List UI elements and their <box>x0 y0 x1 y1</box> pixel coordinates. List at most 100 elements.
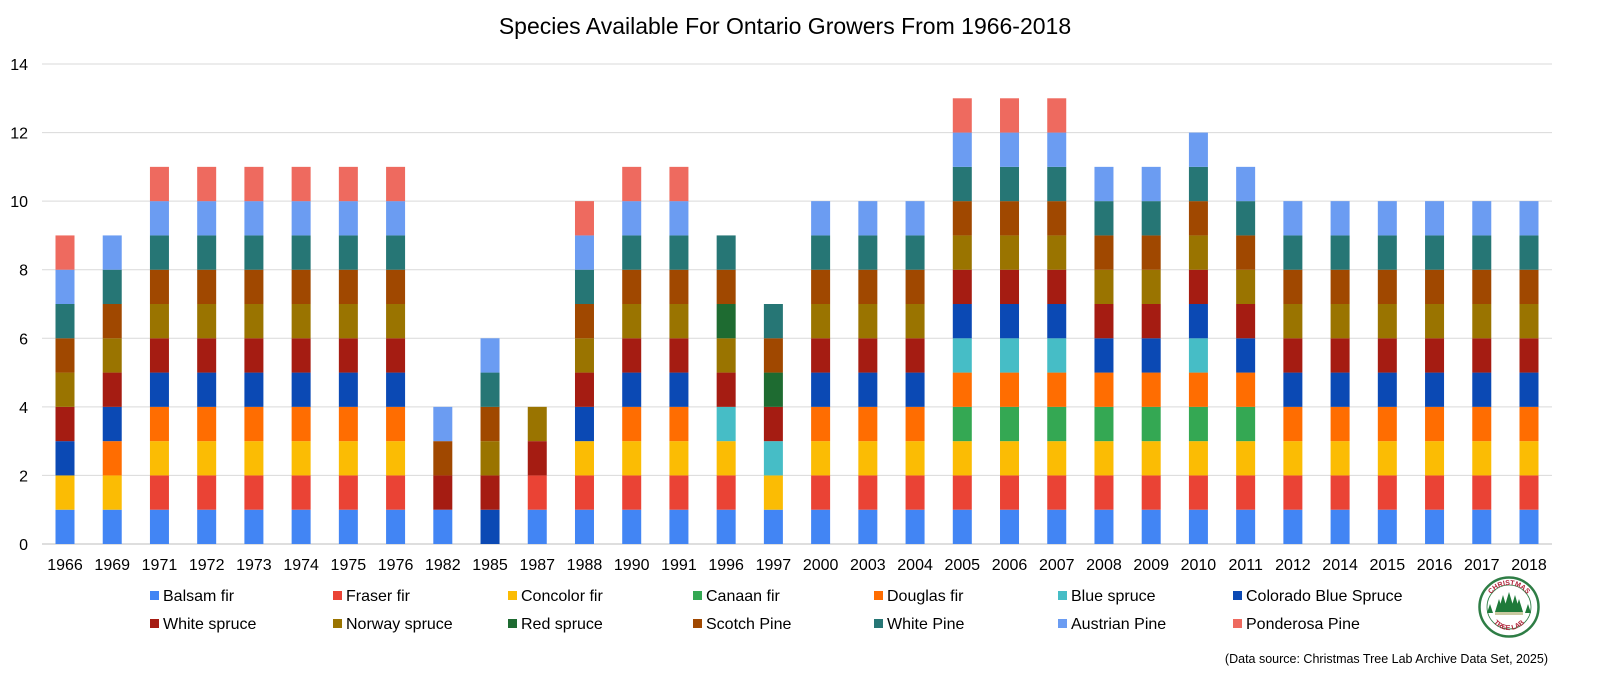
bar-segment-fraser-fir <box>1377 475 1397 510</box>
bar-segment-norway-spruce <box>244 304 264 339</box>
bar-segment-white-pine <box>858 235 878 270</box>
bar-segment-fraser-fir <box>1000 475 1020 510</box>
bar-segment-norway-spruce <box>952 235 972 270</box>
bar-segment-austrian-pine <box>55 269 75 304</box>
bar-segment-colorado-blue-spruce <box>197 372 217 407</box>
bar-segment-fraser-fir <box>197 475 217 510</box>
bar-segment-fraser-fir <box>858 475 878 510</box>
bar-segment-norway-spruce <box>669 304 689 339</box>
bar-segment-red-spruce <box>716 304 736 339</box>
bar-segment-scotch-pine <box>1519 269 1539 304</box>
legend-swatch <box>333 591 342 600</box>
bar-segment-scotch-pine <box>1236 235 1256 270</box>
x-tick-label: 2015 <box>1370 557 1406 574</box>
legend-swatch <box>1233 591 1242 600</box>
bar-segment-fraser-fir <box>1236 475 1256 510</box>
bar-segment-norway-spruce <box>1141 269 1161 304</box>
bar-segment-norway-spruce <box>1425 304 1445 339</box>
x-tick-label: 1974 <box>283 557 319 574</box>
x-tick-label: 1976 <box>378 557 414 574</box>
bar-segment-scotch-pine <box>291 269 311 304</box>
bar-segment-white-pine <box>197 235 217 270</box>
bar-segment-white-pine <box>1188 166 1208 202</box>
bar-segment-colorado-blue-spruce <box>386 372 406 407</box>
bar-segment-concolor-fir <box>1047 441 1067 476</box>
legend-label: Canaan fir <box>706 588 780 605</box>
bar-stack-1982 <box>433 406 453 544</box>
bar-segment-ponderosa-pine <box>574 201 594 236</box>
bar-stack-2000 <box>811 201 831 544</box>
bar-segment-fraser-fir <box>1472 475 1492 510</box>
bar-segment-blue-spruce <box>1000 338 1020 373</box>
bar-stack-1991 <box>669 166 689 544</box>
bar-segment-douglas-fir <box>197 406 217 442</box>
bar-segment-balsam-fir <box>669 509 689 544</box>
x-tick-label: 2012 <box>1275 557 1311 574</box>
bar-segment-fraser-fir <box>811 475 831 510</box>
bar-segment-ponderosa-pine <box>386 166 406 202</box>
bar-segment-balsam-fir <box>197 509 217 544</box>
bar-segment-concolor-fir <box>1094 441 1114 476</box>
bar-segment-austrian-pine <box>1377 201 1397 236</box>
bar-segment-white-spruce <box>197 338 217 373</box>
bar-segment-balsam-fir <box>1472 509 1492 544</box>
bar-stack-2018 <box>1519 201 1539 544</box>
bar-segment-white-pine <box>1472 235 1492 270</box>
bar-stack-2010 <box>1188 132 1208 544</box>
bar-segment-scotch-pine <box>244 269 264 304</box>
x-tick-label: 2008 <box>1086 557 1122 574</box>
bar-segment-fraser-fir <box>622 475 642 510</box>
x-tick-label: 1966 <box>47 557 83 574</box>
bar-segment-fraser-fir <box>1141 475 1161 510</box>
bar-segment-concolor-fir <box>1330 441 1350 476</box>
bar-stack-2003 <box>858 201 878 544</box>
bar-stack-1971 <box>149 166 169 544</box>
bar-stack-1974 <box>291 166 311 544</box>
bar-segment-austrian-pine <box>905 201 925 236</box>
bar-segment-balsam-fir <box>858 509 878 544</box>
legend-swatch <box>150 619 159 628</box>
bar-stack-1996 <box>716 235 736 544</box>
bar-segment-white-pine <box>244 235 264 270</box>
bar-segment-ponderosa-pine <box>291 166 311 202</box>
legend-label: Concolor fir <box>521 588 603 605</box>
legend-item-douglas-fir: Douglas fir <box>874 588 963 606</box>
tree-icon <box>1487 592 1531 613</box>
bar-segment-concolor-fir <box>197 441 217 476</box>
bar-segment-austrian-pine <box>1047 132 1067 167</box>
bar-segment-white-pine <box>811 235 831 270</box>
y-axis-ticks: 0 2 4 6 8 10 12 14 <box>10 57 28 554</box>
x-tick-label: 1982 <box>425 557 461 574</box>
bar-segment-white-spruce <box>291 338 311 373</box>
legend-item-white-pine: White Pine <box>874 616 964 634</box>
legend-item-ponderosa-pine: Ponderosa Pine <box>1233 616 1360 634</box>
bar-segment-white-spruce <box>1425 338 1445 373</box>
bar-segment-balsam-fir <box>1141 509 1161 544</box>
bar-segment-norway-spruce <box>149 304 169 339</box>
bar-segment-white-spruce <box>149 338 169 373</box>
y-tick-label: 6 <box>19 331 28 348</box>
bar-segment-blue-spruce <box>1188 338 1208 373</box>
legend-swatch <box>1058 591 1067 600</box>
legend-swatch <box>1058 619 1067 628</box>
bar-segment-austrian-pine <box>1425 201 1445 236</box>
bar-segment-white-spruce <box>574 372 594 407</box>
bar-segment-douglas-fir <box>1236 372 1256 407</box>
bar-segment-colorado-blue-spruce <box>244 372 264 407</box>
bar-segment-scotch-pine <box>55 338 75 373</box>
bar-segment-scotch-pine <box>905 269 925 304</box>
bar-segment-fraser-fir <box>1188 475 1208 510</box>
bar-segment-balsam-fir <box>1425 509 1445 544</box>
bar-segment-white-pine <box>386 235 406 270</box>
x-tick-label: 1975 <box>331 557 367 574</box>
bar-segment-white-spruce <box>480 475 500 510</box>
bar-segment-austrian-pine <box>952 132 972 167</box>
bar-segment-scotch-pine <box>574 304 594 339</box>
legend-label: Norway spruce <box>346 616 453 633</box>
legend-label: Blue spruce <box>1071 588 1156 605</box>
bar-segment-balsam-fir <box>1188 509 1208 544</box>
bar-segment-douglas-fir <box>1330 406 1350 442</box>
bar-segment-white-spruce <box>669 338 689 373</box>
bar-segment-balsam-fir <box>763 509 783 544</box>
bar-segment-douglas-fir <box>1047 372 1067 407</box>
